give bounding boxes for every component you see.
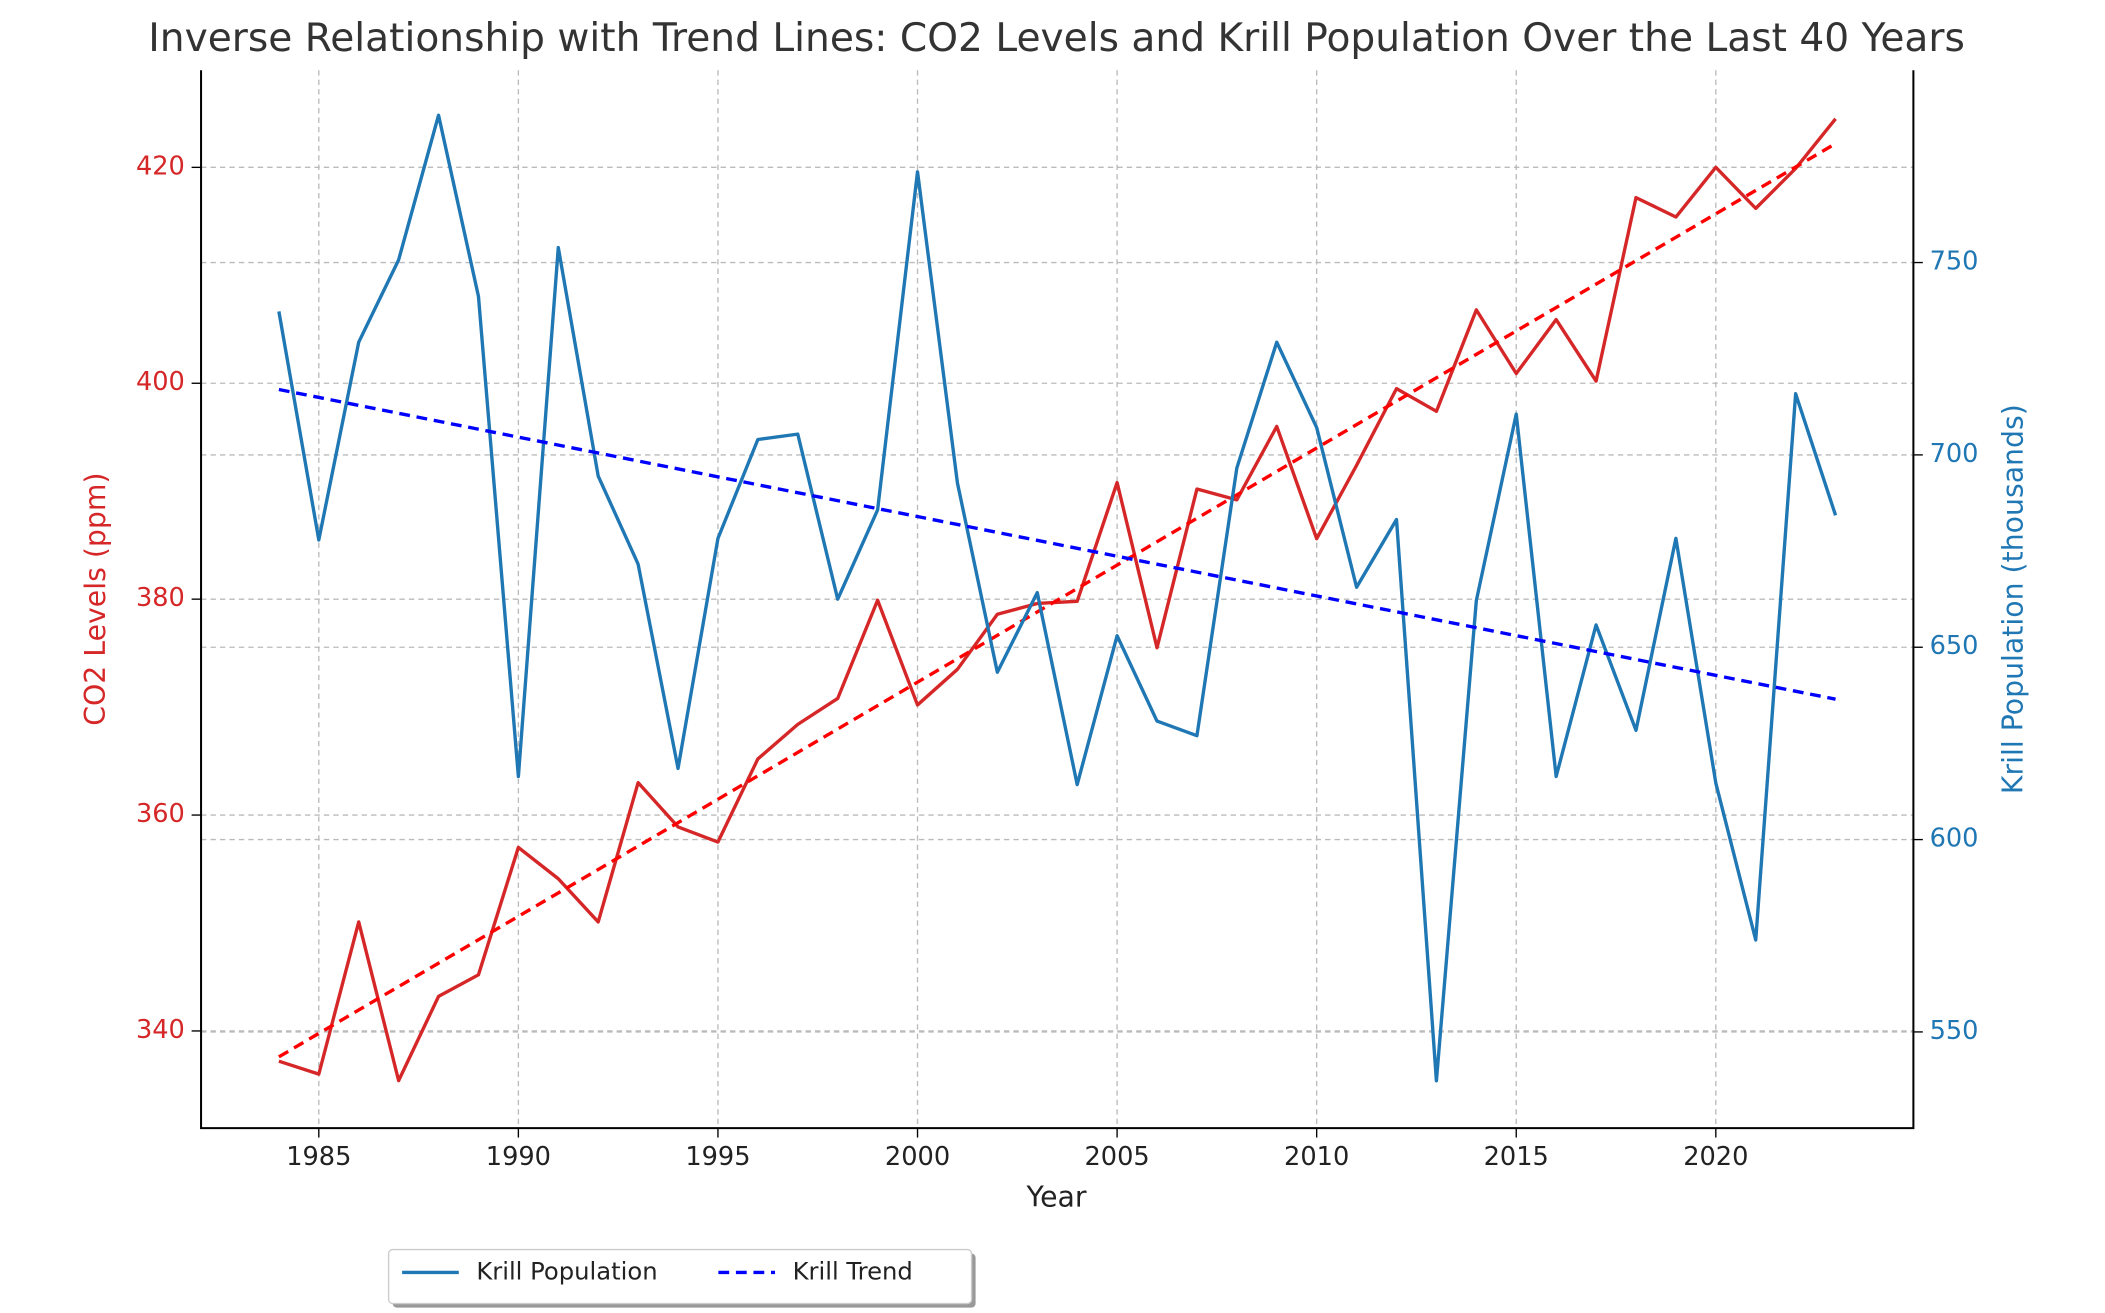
- y-axis-label: CO2 Levels (ppm): [79, 472, 112, 725]
- y2-tick-label: 750: [1930, 247, 1979, 277]
- y2-tick-label: 650: [1930, 631, 1979, 661]
- y2-tick-label: 600: [1930, 824, 1979, 854]
- series-line: [278, 117, 1837, 1083]
- x-tick-label: 2015: [1484, 1142, 1549, 1172]
- y2-tick-label: 550: [1930, 1016, 1979, 1046]
- x-tick-label: 1995: [685, 1142, 750, 1172]
- chart-title: Inverse Relationship with Trend Lines: C…: [148, 16, 1965, 61]
- legend-label: Krill Trend: [793, 1256, 913, 1285]
- x-tick-label: 2005: [1084, 1142, 1149, 1172]
- x-tick-label: 2010: [1284, 1142, 1349, 1172]
- legend-box: [387, 1248, 973, 1305]
- axis-frame: [200, 70, 1915, 1130]
- legend-label: Krill Population: [476, 1256, 657, 1285]
- y-tick-label: 380: [136, 583, 185, 613]
- x-tick-label: 1985: [286, 1142, 351, 1172]
- y-tick-label: 420: [136, 151, 185, 181]
- series-line: [278, 142, 1837, 1059]
- x-tick-label: 1990: [486, 1142, 551, 1172]
- x-tick-label: 2000: [885, 1142, 950, 1172]
- x-tick-label: 2020: [1683, 1142, 1748, 1172]
- series-line: [278, 387, 1836, 701]
- y2-axis-label: Krill Population (thousands): [1997, 404, 2030, 794]
- y-tick-label: 400: [136, 367, 185, 397]
- y-tick-label: 340: [136, 1015, 185, 1045]
- y2-tick-label: 700: [1930, 439, 1979, 469]
- y-tick-label: 360: [136, 799, 185, 829]
- series-line: [277, 113, 1838, 1083]
- x-axis-label: Year: [1026, 1180, 1087, 1213]
